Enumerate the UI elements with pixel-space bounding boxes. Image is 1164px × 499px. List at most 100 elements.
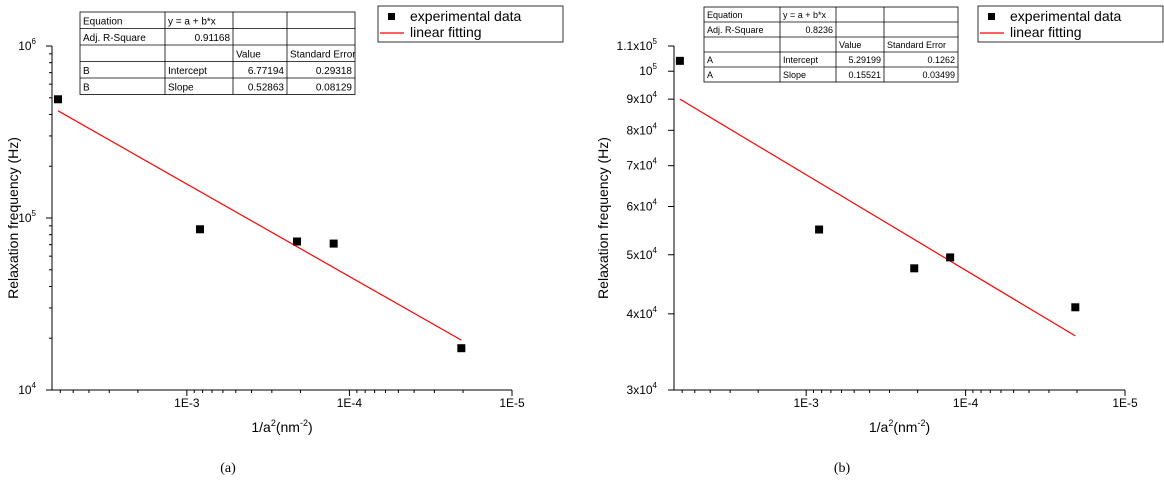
table-cell: 6.77194 [248, 66, 285, 77]
table-frame [703, 6, 959, 83]
table-cell: Adj. R-Square [83, 33, 146, 44]
y-tick-mantissa: 5x10 [627, 248, 653, 262]
table-cell: Intercept [168, 66, 207, 77]
y-tick-exponent: 6 [32, 37, 37, 46]
data-point [815, 225, 824, 234]
table-cell: A [707, 55, 713, 65]
table-cell: 0.52863 [248, 83, 285, 94]
y-tick-exponent: 4 [653, 305, 658, 314]
x-label-unit: (nm [276, 419, 300, 435]
y-tick-exponent: 4 [653, 90, 658, 99]
x-label-main: 1/a [251, 419, 271, 435]
x-axis-label: 1/a2(nm-2) [869, 418, 930, 435]
x-label-unit: (nm [893, 419, 917, 435]
table-cell: Value [839, 40, 861, 50]
y-axis-label: Relaxation frequency (Hz) [5, 137, 21, 299]
y-tick-mantissa: 1.1x10 [617, 39, 653, 53]
y-tick-exponent: 4 [653, 246, 658, 255]
legend-box [977, 5, 1164, 43]
table-cell: B [83, 83, 90, 94]
y-tick-mantissa: 9x10 [627, 92, 653, 106]
table-cell: y = a + b*x [168, 17, 216, 28]
data-point [910, 264, 919, 273]
x-label-sup: 2 [888, 418, 893, 428]
y-tick-label: 104 [18, 381, 36, 397]
y-tick-mantissa: 4x10 [627, 307, 653, 321]
data-point [457, 344, 466, 353]
data-point [329, 239, 338, 248]
y-tick-mantissa: 10 [18, 211, 32, 225]
table-cell: 0.03499 [922, 70, 955, 80]
y-tick-label: 3x104 [627, 381, 658, 397]
table-cell: Adj. R-Square [707, 25, 764, 35]
x-axis-label: 1/a2(nm-2) [251, 418, 312, 435]
x-label-main: 1/a [869, 419, 889, 435]
y-tick-mantissa: 10 [18, 39, 32, 53]
y-tick-label: 5x104 [627, 246, 658, 262]
data-point [946, 253, 955, 262]
legend-label: linear fitting [410, 24, 482, 40]
table-cell: 5.29199 [848, 55, 881, 65]
y-tick-mantissa: 10 [639, 64, 653, 78]
fit-results-table: Equation y = a + b*x Adj. R-Square 0.91168 V… [79, 11, 356, 95]
data-point [54, 95, 63, 104]
legend-label: experimental data [1010, 8, 1122, 24]
fit-line [679, 98, 1076, 337]
table-cell: Value [236, 50, 261, 61]
table-cell: A [707, 70, 713, 80]
table-cell: y = a + b*x [783, 10, 827, 20]
table-cell: Slope [168, 83, 194, 94]
y-tick-exponent: 4 [653, 197, 658, 206]
y-tick-exponent: 5 [653, 37, 658, 46]
table-cell: B [83, 66, 90, 77]
table-cell: Standard Error [290, 50, 356, 61]
y-tick-label: 6x104 [627, 197, 658, 213]
panel-label: (a) [220, 461, 236, 476]
x-label-unit-sup: -2 [917, 418, 925, 428]
y-tick-label: 4x104 [627, 305, 658, 321]
table-cell: 0.8236 [805, 25, 833, 35]
y-tick-label: 105 [18, 209, 36, 225]
table-cell: Equation [707, 10, 743, 20]
y-tick-exponent: 5 [32, 209, 37, 218]
legend-marker-square [388, 13, 395, 20]
x-label-unit-sup: -2 [300, 418, 308, 428]
table-cell: 0.1262 [927, 55, 955, 65]
x-label-sup: 2 [271, 418, 276, 428]
x-tick-label: 1E-3 [794, 396, 820, 410]
fit-results-table: Equation y = a + b*x Adj. R-Square 0.8236 Va… [703, 6, 959, 83]
legend-marker-square [988, 13, 995, 20]
x-label-unit-close: ) [308, 419, 313, 435]
legend-box [377, 5, 564, 43]
y-tick-exponent: 4 [653, 381, 658, 390]
table-cell: 0.08129 [316, 83, 353, 94]
table-cell: Intercept [783, 55, 819, 65]
y-tick-exponent: 5 [653, 62, 658, 71]
x-tick-label: 1E-4 [337, 396, 363, 410]
data-point [1071, 303, 1080, 312]
x-tick-label: 1E-3 [174, 396, 200, 410]
y-tick-mantissa: 6x10 [627, 199, 653, 213]
data-point [293, 237, 302, 246]
x-tick-label: 1E-4 [953, 396, 979, 410]
legend-label: linear fitting [1010, 24, 1082, 40]
y-tick-mantissa: 7x10 [627, 159, 653, 173]
y-tick-label: 105 [639, 62, 657, 78]
y-tick-label: 7x104 [627, 157, 658, 173]
y-tick-mantissa: 10 [18, 383, 32, 397]
x-tick-label: 1E-5 [499, 396, 525, 410]
table-cell: Equation [83, 17, 122, 28]
legend-label: experimental data [410, 8, 522, 24]
table-cell: Standard Error [887, 40, 946, 50]
y-tick-exponent: 4 [653, 157, 658, 166]
table-cell: 0.91168 [195, 33, 231, 44]
data-point [675, 56, 684, 65]
x-tick-label: 1E-5 [1112, 396, 1138, 410]
table-cell: Slope [783, 70, 806, 80]
chart-panel-b: 1E-3 1E-4 1E-53x1044x1045x1046x1047x1048x1… [595, 5, 1164, 476]
table-cell: 0.29318 [316, 66, 353, 77]
y-tick-label: 9x104 [627, 90, 658, 106]
